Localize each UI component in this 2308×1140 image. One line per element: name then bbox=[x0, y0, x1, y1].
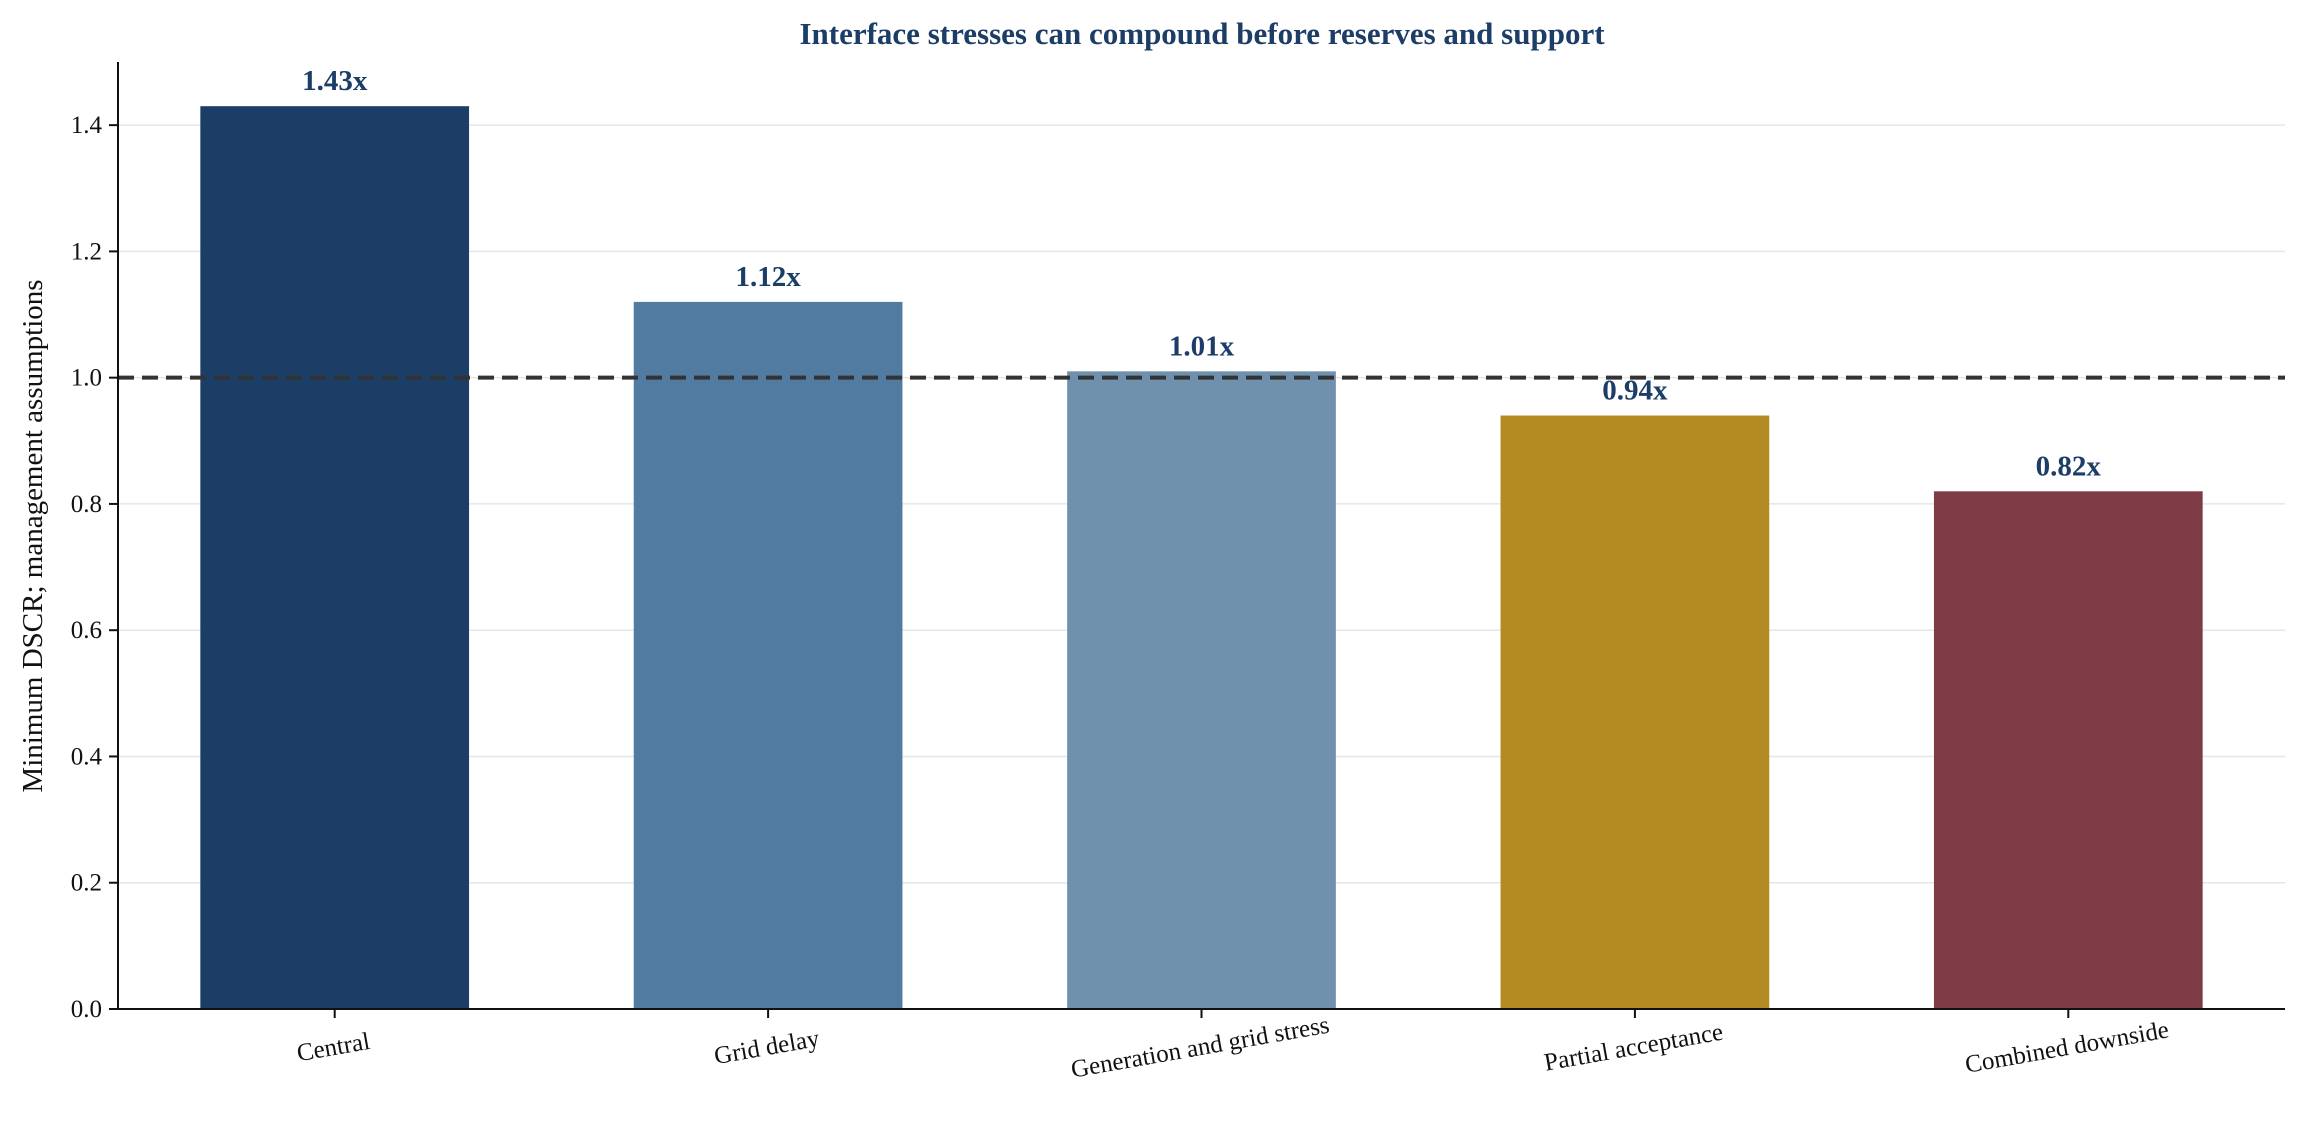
y-tick-label: 1.4 bbox=[71, 112, 103, 139]
value-label: 1.01x bbox=[1169, 330, 1235, 362]
y-tick-label: 0.4 bbox=[71, 743, 103, 770]
value-label: 0.82x bbox=[2036, 450, 2102, 482]
bar bbox=[633, 301, 903, 1009]
y-tick-label: 1.0 bbox=[71, 365, 102, 392]
value-label: 1.12x bbox=[735, 261, 801, 293]
x-tick-label: Generation and grid stress bbox=[1069, 1012, 1331, 1084]
bar-layer bbox=[200, 106, 2203, 1010]
bar bbox=[1500, 415, 1770, 1010]
chart-title: Interface stresses can compound before r… bbox=[799, 16, 1605, 51]
x-tick-label: Combined downside bbox=[1963, 1016, 2171, 1078]
x-tick-label: Grid delay bbox=[712, 1025, 822, 1070]
bar bbox=[200, 106, 470, 1009]
x-tick-label: Central bbox=[295, 1028, 372, 1067]
value-label: 0.94x bbox=[1602, 375, 1668, 407]
y-tick-label: 0.0 bbox=[71, 996, 102, 1023]
x-tick-label: Partial acceptance bbox=[1542, 1019, 1725, 1077]
y-tick-label: 0.6 bbox=[71, 617, 102, 644]
y-axis-label: Minimum DSCR; management assumptions bbox=[17, 279, 49, 792]
bar bbox=[1933, 491, 2203, 1010]
y-tick-label: 1.2 bbox=[71, 238, 102, 265]
y-tick-label: 0.2 bbox=[71, 870, 102, 897]
value-label-layer: 1.43x 1.12x 1.01x 0.94x 0.82x bbox=[302, 65, 2101, 482]
y-tick-label: 0.8 bbox=[71, 491, 102, 518]
value-label: 1.43x bbox=[302, 65, 368, 97]
bar bbox=[1067, 371, 1336, 1009]
